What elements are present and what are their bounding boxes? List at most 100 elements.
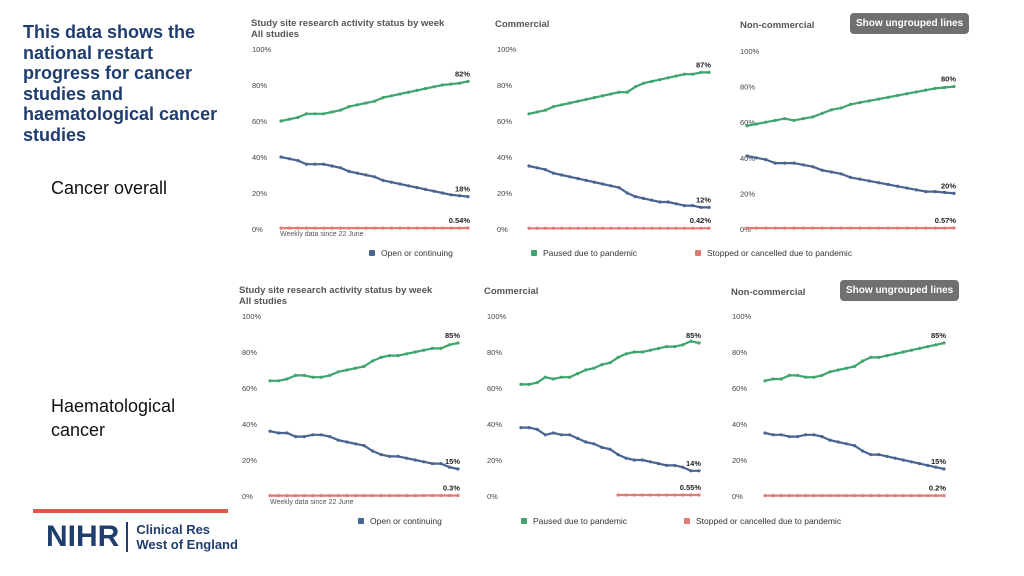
series-stopped: 0.3% — [268, 483, 460, 498]
logo-line1: Clinical Res — [136, 522, 211, 537]
data-point — [592, 180, 597, 184]
data-point — [942, 226, 947, 230]
data-point — [296, 115, 300, 119]
end-value-label: 85% — [445, 331, 460, 340]
end-value-label: 15% — [445, 457, 460, 466]
data-point — [681, 493, 685, 497]
legend-label-paused: Paused due to pandemic — [543, 248, 638, 258]
data-point — [633, 195, 637, 199]
chart-title: Study site research activity status by w… — [239, 285, 433, 296]
data-point — [641, 226, 646, 230]
data-point — [600, 363, 604, 367]
legend-label-stopped: Stopped or cancelled due to pandemic — [696, 516, 842, 526]
data-point — [707, 226, 711, 230]
data-point — [364, 173, 368, 177]
data-point — [779, 377, 783, 381]
data-point — [804, 375, 808, 379]
data-point — [895, 226, 900, 230]
data-point — [773, 161, 777, 165]
data-point — [370, 449, 375, 453]
data-point — [773, 226, 777, 230]
data-point — [406, 184, 411, 188]
show-ungrouped-lines-button[interactable]: Show ungrouped lines — [840, 280, 960, 301]
data-point — [820, 226, 824, 230]
data-point — [535, 110, 539, 114]
data-point — [861, 494, 865, 498]
end-value-label: 85% — [686, 331, 701, 340]
data-point — [830, 226, 834, 230]
data-point — [551, 431, 555, 435]
legend-stopped[interactable]: Stopped or cancelled due to pandemic — [695, 248, 852, 258]
data-point — [697, 341, 701, 345]
data-point — [543, 168, 547, 172]
data-point — [279, 119, 283, 123]
data-point — [933, 226, 937, 230]
data-point — [699, 205, 703, 209]
footer-accent-bar — [33, 509, 228, 513]
data-point — [886, 95, 890, 99]
data-point — [381, 178, 385, 182]
data-point — [551, 171, 556, 175]
data-point — [869, 494, 873, 498]
data-point — [812, 494, 816, 498]
data-point — [551, 105, 556, 109]
data-point — [372, 175, 377, 179]
series-paused: 85% — [763, 331, 946, 383]
data-point — [656, 462, 661, 466]
data-point — [413, 350, 417, 354]
data-point — [942, 341, 946, 345]
data-point — [355, 171, 360, 175]
data-point — [625, 226, 629, 230]
legend-paused[interactable]: Paused due to pandemic — [521, 516, 627, 526]
data-point — [447, 493, 452, 498]
data-point — [877, 226, 881, 230]
data-point — [592, 366, 596, 370]
data-point — [933, 190, 937, 194]
data-point — [449, 226, 453, 230]
data-point — [576, 226, 580, 230]
legend-stopped[interactable]: Stopped or cancelled due to pandemic — [684, 516, 841, 526]
legend-swatch-open — [358, 518, 364, 524]
data-point — [568, 226, 572, 230]
data-point — [389, 94, 394, 98]
data-point — [439, 346, 443, 350]
data-point — [311, 375, 315, 379]
data-point — [905, 226, 909, 230]
data-point — [707, 70, 711, 74]
data-point — [934, 343, 938, 347]
data-point — [430, 462, 434, 466]
data-point — [268, 494, 272, 498]
data-point — [447, 465, 452, 469]
weekly-note: Weekly data since 22 June — [270, 499, 354, 506]
data-point — [820, 494, 824, 498]
data-point — [592, 96, 597, 100]
show-ungrouped-lines-button[interactable]: Show ungrouped lines — [850, 13, 970, 34]
series-line — [746, 154, 955, 195]
data-point — [697, 469, 701, 473]
legend-open[interactable]: Open or continuing — [369, 248, 453, 258]
legend-open[interactable]: Open or continuing — [358, 516, 442, 526]
panel-title-non-commercial: Non-commercial — [731, 287, 806, 298]
y-tick-label: 80% — [740, 83, 755, 92]
data-point — [353, 442, 358, 446]
data-point — [551, 226, 556, 230]
legend-paused[interactable]: Paused due to pandemic — [531, 248, 637, 258]
data-point — [389, 180, 394, 184]
data-point — [795, 373, 800, 377]
y-tick-label: 40% — [252, 153, 267, 162]
data-point — [311, 433, 315, 437]
data-point — [617, 226, 621, 230]
data-point — [666, 200, 670, 204]
data-point — [820, 168, 824, 172]
data-point — [576, 99, 580, 103]
series-stopped: 0.55% — [616, 483, 701, 497]
data-point — [952, 85, 956, 89]
y-tick-label: 60% — [732, 384, 747, 393]
data-point — [952, 226, 956, 230]
data-point — [666, 226, 670, 230]
data-point — [617, 186, 621, 190]
data-point — [294, 435, 298, 439]
series-line — [269, 430, 459, 471]
data-point — [328, 373, 332, 377]
end-value-label: 0.3% — [443, 483, 460, 492]
